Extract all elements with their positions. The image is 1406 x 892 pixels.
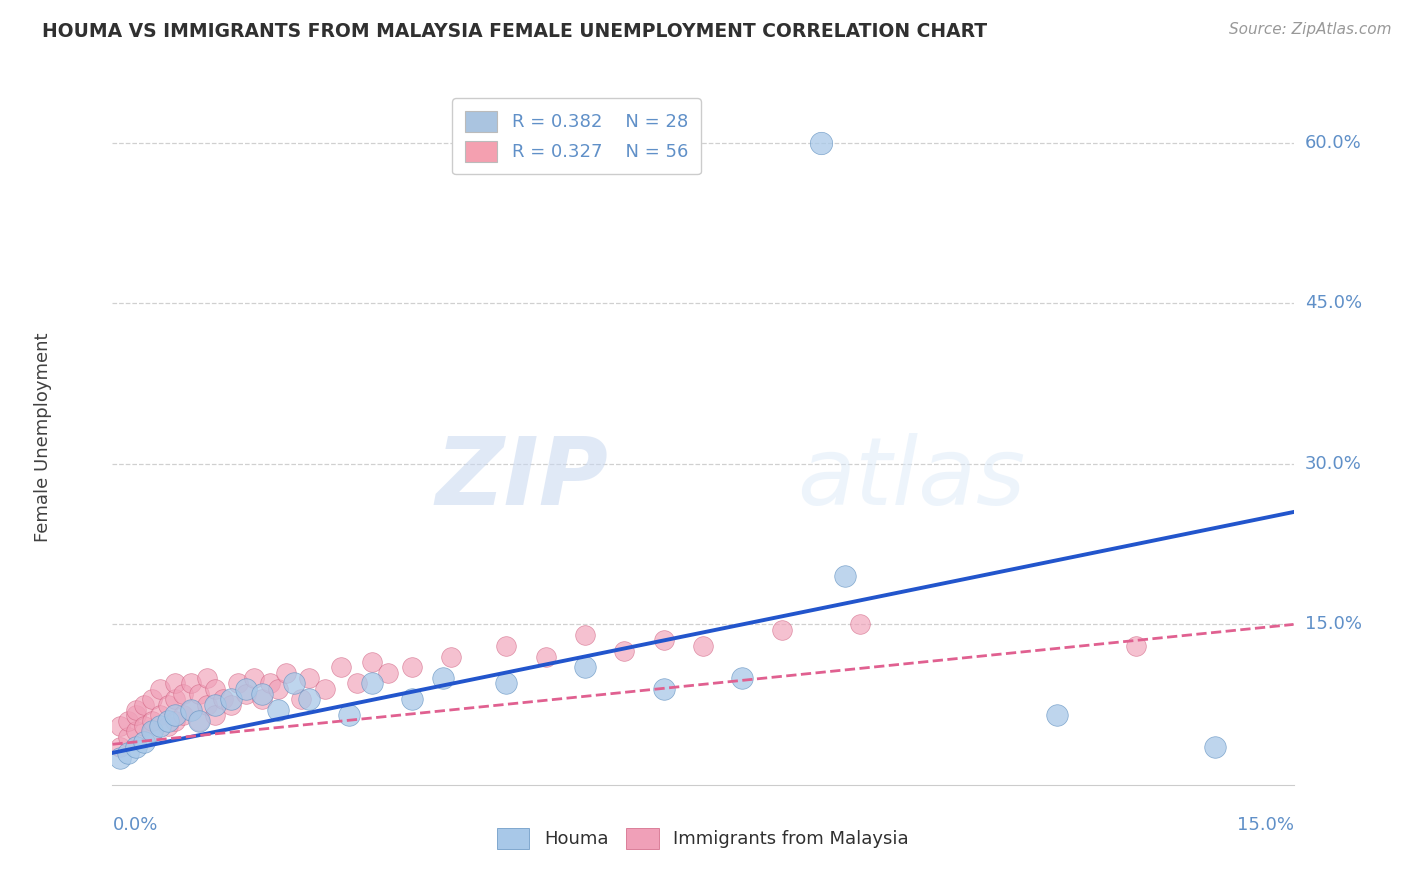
Point [329, 660, 352, 674]
Point [172, 687, 194, 701]
Point [125, 708, 148, 723]
Point [235, 687, 257, 701]
Text: 15.0%: 15.0% [1236, 815, 1294, 833]
Point [219, 698, 242, 712]
Point [165, 714, 187, 728]
Point [141, 724, 163, 739]
Point [401, 660, 423, 674]
Text: 60.0%: 60.0% [1305, 134, 1361, 152]
Point [188, 714, 211, 728]
Point [314, 681, 336, 696]
Text: 0.0%: 0.0% [112, 815, 157, 833]
Point [110, 751, 132, 765]
Point [495, 639, 517, 653]
Point [834, 569, 856, 583]
Point [731, 671, 754, 685]
Point [267, 703, 290, 717]
Point [125, 740, 148, 755]
Point [228, 676, 250, 690]
Point [165, 708, 187, 723]
Point [125, 703, 148, 717]
Point [141, 724, 163, 739]
Point [250, 692, 273, 706]
Point [250, 687, 273, 701]
Point [141, 714, 163, 728]
Point [180, 703, 202, 717]
Point [117, 714, 139, 728]
Point [274, 665, 297, 680]
Point [149, 681, 172, 696]
Point [204, 698, 226, 712]
Point [180, 676, 202, 690]
Point [401, 692, 423, 706]
Text: 30.0%: 30.0% [1305, 455, 1361, 473]
Point [149, 708, 172, 723]
Point [195, 698, 218, 712]
Text: Source: ZipAtlas.com: Source: ZipAtlas.com [1229, 22, 1392, 37]
Point [156, 714, 179, 728]
Point [172, 708, 194, 723]
Point [849, 617, 872, 632]
Point [188, 687, 211, 701]
Point [117, 746, 139, 760]
Point [298, 671, 321, 685]
Text: 15.0%: 15.0% [1305, 615, 1361, 633]
Point [377, 665, 399, 680]
Point [117, 730, 139, 744]
Point [180, 703, 202, 717]
Point [243, 671, 266, 685]
Point [110, 719, 132, 733]
Point [298, 692, 321, 706]
Point [125, 724, 148, 739]
Point [361, 676, 384, 690]
Point [432, 671, 454, 685]
Point [195, 671, 218, 685]
Text: Female Unemployment: Female Unemployment [34, 333, 52, 541]
Point [495, 676, 517, 690]
Point [283, 676, 305, 690]
Point [1204, 740, 1226, 755]
Point [204, 708, 226, 723]
Text: HOUMA VS IMMIGRANTS FROM MALAYSIA FEMALE UNEMPLOYMENT CORRELATION CHART: HOUMA VS IMMIGRANTS FROM MALAYSIA FEMALE… [42, 22, 987, 41]
Point [440, 649, 463, 664]
Point [132, 698, 155, 712]
Point [165, 676, 187, 690]
Point [211, 692, 233, 706]
Point [1046, 708, 1069, 723]
Point [770, 623, 793, 637]
Point [165, 692, 187, 706]
Point [141, 692, 163, 706]
Point [156, 719, 179, 733]
Point [534, 649, 557, 664]
Point [574, 628, 596, 642]
Text: atlas: atlas [797, 434, 1026, 524]
Point [692, 639, 714, 653]
Point [652, 633, 675, 648]
Point [149, 719, 172, 733]
Text: ZIP: ZIP [436, 433, 609, 524]
Point [574, 660, 596, 674]
Point [810, 136, 832, 150]
Point [337, 708, 360, 723]
Point [259, 676, 281, 690]
Point [361, 655, 384, 669]
Point [204, 681, 226, 696]
Point [156, 698, 179, 712]
Point [132, 735, 155, 749]
Point [267, 681, 290, 696]
Legend: Houma, Immigrants from Malaysia: Houma, Immigrants from Malaysia [489, 821, 917, 856]
Point [188, 714, 211, 728]
Point [613, 644, 636, 658]
Point [219, 692, 242, 706]
Point [235, 681, 257, 696]
Point [132, 719, 155, 733]
Point [1125, 639, 1147, 653]
Text: 45.0%: 45.0% [1305, 294, 1362, 312]
Point [110, 740, 132, 755]
Point [290, 692, 312, 706]
Point [652, 681, 675, 696]
Point [346, 676, 368, 690]
